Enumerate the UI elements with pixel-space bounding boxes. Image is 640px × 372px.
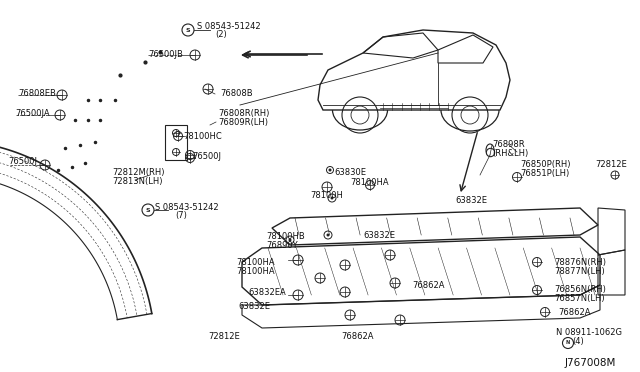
Text: S: S [186, 28, 190, 32]
Text: 72813N(LH): 72813N(LH) [112, 177, 163, 186]
Circle shape [328, 194, 336, 202]
Text: 76851P(LH): 76851P(LH) [520, 169, 569, 178]
Text: N 08911-1062G: N 08911-1062G [556, 328, 622, 337]
Text: 76862A: 76862A [341, 332, 374, 341]
Circle shape [324, 231, 332, 239]
Text: 76856N(RH): 76856N(RH) [554, 285, 606, 294]
Circle shape [330, 196, 333, 199]
Text: N: N [566, 340, 570, 346]
Text: 78100HA: 78100HA [350, 178, 388, 187]
Text: J767008M: J767008M [565, 358, 616, 368]
Text: S 08543-51242: S 08543-51242 [197, 22, 260, 31]
Text: 78100HA: 78100HA [236, 267, 275, 276]
Text: 76857N(LH): 76857N(LH) [554, 294, 605, 303]
Text: 76850P(RH): 76850P(RH) [520, 160, 570, 169]
Circle shape [326, 167, 333, 173]
Text: 72812E: 72812E [208, 332, 240, 341]
Text: 72812M(RH): 72812M(RH) [112, 168, 164, 177]
Text: (RH&LH): (RH&LH) [492, 149, 528, 158]
Text: (7): (7) [175, 211, 187, 220]
Text: 76500JA: 76500JA [15, 109, 50, 118]
Text: 76808B: 76808B [220, 89, 253, 98]
Text: 63832E: 63832E [455, 196, 487, 205]
Text: 78100HB: 78100HB [266, 232, 305, 241]
Text: 78100H: 78100H [310, 191, 343, 200]
Text: 63830E: 63830E [334, 168, 366, 177]
Text: 63832E: 63832E [363, 231, 395, 240]
Text: 76862A: 76862A [412, 281, 445, 290]
Text: 78100HC: 78100HC [183, 132, 221, 141]
Text: 76500J: 76500J [192, 152, 221, 161]
Text: S 08543-51242: S 08543-51242 [155, 203, 219, 212]
Text: 63832EA: 63832EA [248, 288, 285, 297]
Text: 76500J: 76500J [8, 157, 37, 166]
Text: (2): (2) [215, 30, 227, 39]
Text: (4): (4) [572, 337, 584, 346]
Circle shape [289, 238, 291, 241]
Text: S: S [146, 208, 150, 212]
Text: 76500JB: 76500JB [148, 50, 183, 59]
Bar [165, 125, 187, 160]
Text: 76808R(RH): 76808R(RH) [218, 109, 269, 118]
Text: 78877N(LH): 78877N(LH) [554, 267, 605, 276]
Text: 72812E: 72812E [595, 160, 627, 169]
Text: 63832E: 63832E [238, 302, 270, 311]
Circle shape [286, 236, 294, 244]
Text: 76862A: 76862A [558, 308, 591, 317]
Circle shape [326, 234, 330, 237]
Circle shape [328, 169, 332, 171]
Text: 78100HA: 78100HA [236, 258, 275, 267]
Text: 76898R: 76898R [492, 140, 525, 149]
Text: 76890Y: 76890Y [266, 241, 298, 250]
Text: 76809R(LH): 76809R(LH) [218, 118, 268, 127]
Text: 78876N(RH): 78876N(RH) [554, 258, 606, 267]
Text: 76808EB: 76808EB [18, 89, 56, 98]
